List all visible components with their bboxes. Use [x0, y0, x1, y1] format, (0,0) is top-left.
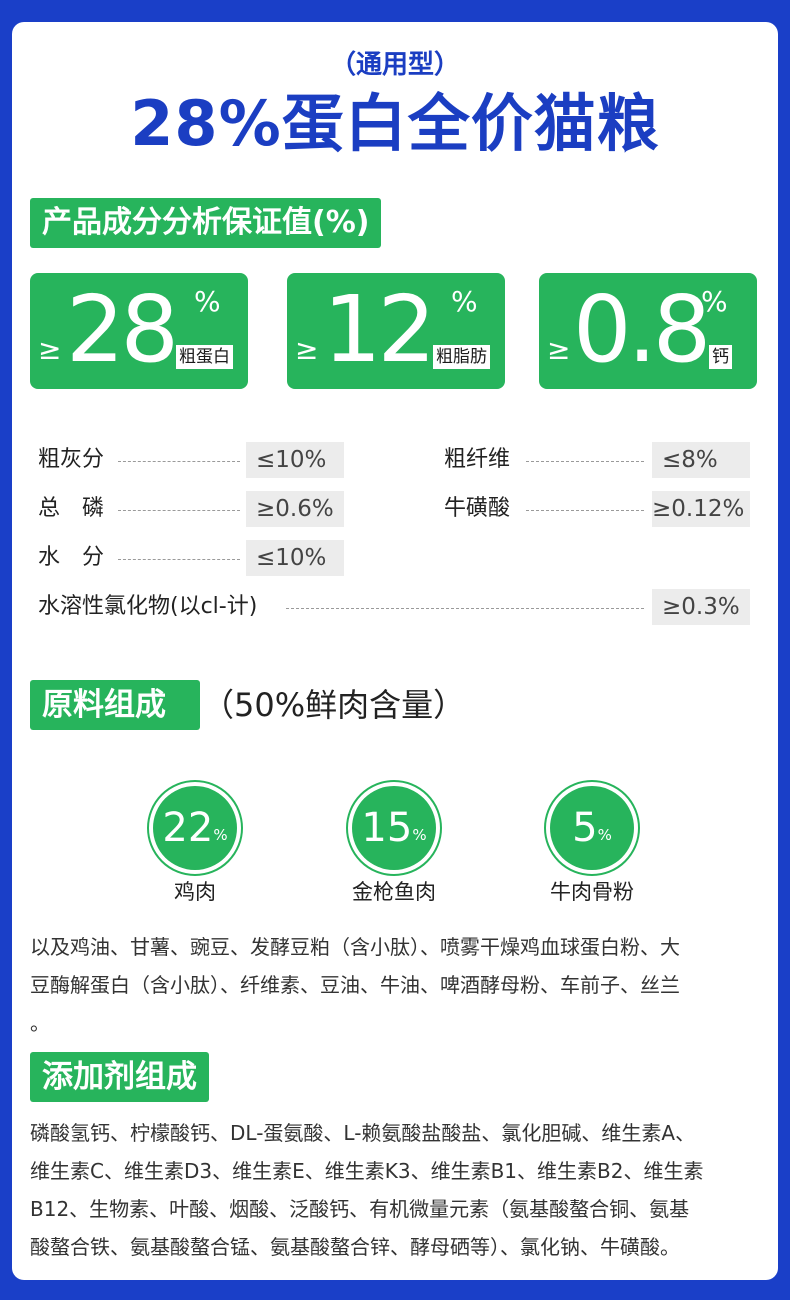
- beef-bone-label: 牛肉骨粉: [550, 880, 634, 904]
- highlight-fat: ≥ 12 % 粗脂肪: [287, 273, 505, 389]
- chicken-percent-badge: 22 %: [147, 780, 243, 876]
- highlight-value: 12: [323, 276, 436, 383]
- row-value-taurine: ≥0.12%: [652, 491, 750, 527]
- text-line: 以及鸡油、甘薯、豌豆、发酵豆粕（含小肽）、喷雾干燥鸡血球蛋白粉、大: [30, 935, 680, 959]
- row-label-taurine: 牛磺酸: [444, 496, 511, 521]
- badge-value: 22: [162, 805, 214, 851]
- ge-symbol: ≥: [38, 333, 62, 366]
- text-line: 豆酶解蛋白（含小肽）、纤维素、豆油、牛油、啤酒酵母粉、车前子、丝兰: [30, 973, 680, 997]
- tuna-percent-badge: 15 %: [346, 780, 442, 876]
- beef-bone-percent-badge: 5 %: [544, 780, 640, 876]
- product-title: 28%蛋白全价猫粮: [130, 87, 660, 160]
- badge-percent: %: [213, 826, 228, 844]
- highlight-calcium: ≥ 0.8 % 钙: [539, 273, 757, 389]
- row-label-ash: 粗灰分: [38, 447, 105, 472]
- badge-percent: %: [412, 826, 427, 844]
- highlight-protein: ≥ 28 % 粗蛋白: [30, 273, 248, 389]
- chicken-label: 鸡肉: [174, 880, 216, 904]
- row-value-ash: ≤10%: [246, 442, 344, 478]
- row-label-chloride: 水溶性氯化物(以cl-计): [38, 594, 258, 619]
- text-line: 酸螯合铁、氨基酸螯合锰、氨基酸螯合锌、酵母硒等）、氯化钠、牛磺酸。: [30, 1235, 680, 1259]
- percent-sign: %: [194, 285, 221, 318]
- row-label-moisture: 水 分: [38, 545, 105, 570]
- product-subtitle: （通用型）: [329, 50, 460, 80]
- raw-material-text: 以及鸡油、甘薯、豌豆、发酵豆粕（含小肽）、喷雾干燥鸡血球蛋白粉、大 豆酶解蛋白（…: [30, 928, 760, 1042]
- ge-symbol: ≥: [547, 333, 571, 366]
- ge-symbol: ≥: [295, 333, 319, 366]
- text-line: 维生素C、维生素D3、维生素E、维生素K3、维生素B1、维生素B2、维生素: [30, 1159, 704, 1183]
- additives-text: 磷酸氢钙、柠檬酸钙、DL-蛋氨酸、L-赖氨酸盐酸盐、氯化胆碱、维生素A、 维生素…: [30, 1114, 760, 1266]
- badge-value: 5: [572, 805, 598, 851]
- analysis-tag: 产品成分分析保证值(%): [30, 198, 382, 248]
- highlight-label: 钙: [709, 345, 732, 369]
- row-label-phosphorus: 总 磷: [38, 496, 105, 521]
- additives-tag: 添加剂组成: [30, 1052, 209, 1102]
- fresh-meat-note: （50%鲜肉含量）: [202, 686, 466, 724]
- percent-sign: %: [451, 285, 478, 318]
- content-card: （通用型） 28%蛋白全价猫粮 产品成分分析保证值(%) ≥ 28 % 粗蛋白 …: [12, 22, 778, 1280]
- text-line: B12、生物素、叶酸、烟酸、泛酸钙、有机微量元素（氨基酸螯合铜、氨基: [30, 1197, 690, 1221]
- highlight-label: 粗蛋白: [176, 345, 233, 369]
- text-line: 磷酸氢钙、柠檬酸钙、DL-蛋氨酸、L-赖氨酸盐酸盐、氯化胆碱、维生素A、: [30, 1121, 696, 1145]
- dotted-leader: [526, 461, 644, 462]
- dotted-leader: [118, 510, 240, 511]
- dotted-leader: [118, 461, 240, 462]
- text-line: 。: [30, 1011, 50, 1035]
- row-value-fiber: ≤8%: [652, 442, 750, 478]
- row-value-moisture: ≤10%: [246, 540, 344, 576]
- percent-sign: %: [701, 285, 728, 318]
- raw-material-tag: 原料组成: [30, 680, 200, 730]
- row-value-phosphorus: ≥0.6%: [246, 491, 344, 527]
- highlight-label: 粗脂肪: [433, 345, 490, 369]
- highlight-value: 28: [66, 276, 179, 383]
- row-label-fiber: 粗纤维: [444, 447, 511, 472]
- dotted-leader: [526, 510, 644, 511]
- dotted-leader: [286, 608, 644, 609]
- highlight-value: 0.8: [573, 276, 711, 383]
- row-value-chloride: ≥0.3%: [652, 589, 750, 625]
- tuna-label: 金枪鱼肉: [352, 880, 436, 904]
- dotted-leader: [118, 559, 240, 560]
- badge-value: 15: [361, 805, 413, 851]
- badge-percent: %: [597, 826, 612, 844]
